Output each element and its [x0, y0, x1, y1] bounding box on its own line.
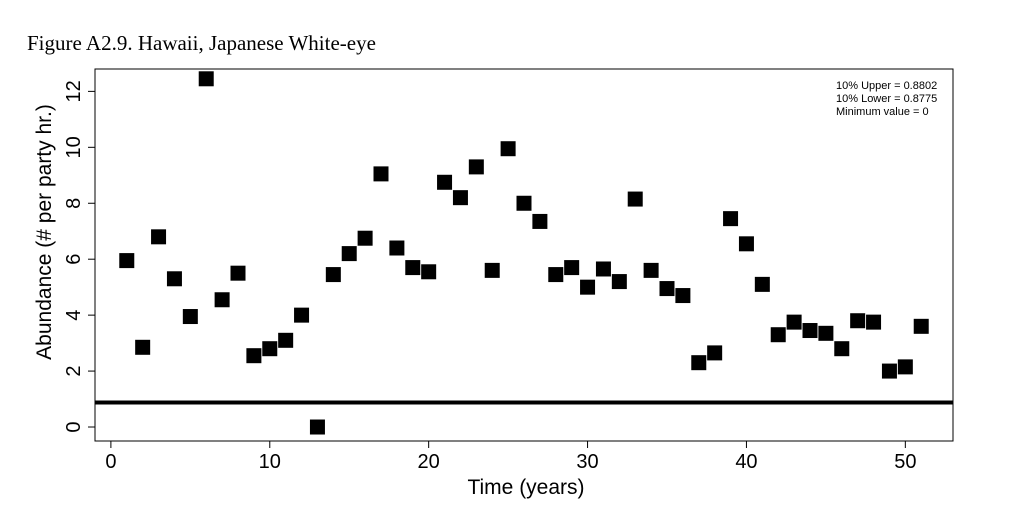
data-point [595, 261, 611, 277]
data-point [278, 332, 294, 348]
data-point [214, 292, 230, 308]
data-point [802, 323, 818, 339]
data-point [405, 260, 421, 276]
legend-line: 10% Upper = 0.8802 [836, 80, 937, 92]
y-tick-label: 2 [63, 366, 85, 377]
data-point [627, 191, 643, 207]
data-point [516, 195, 532, 211]
y-tick-label: 12 [63, 80, 85, 102]
data-point [643, 262, 659, 278]
data-point [341, 246, 357, 262]
data-point [421, 264, 437, 280]
x-tick-label: 10 [259, 451, 281, 473]
x-axis: 0 10 20 30 40 50 [105, 441, 916, 473]
legend-line: Minimum value = 0 [836, 106, 929, 118]
x-tick-label: 0 [105, 451, 116, 473]
data-point [723, 211, 739, 227]
data-point [738, 236, 754, 252]
data-point [452, 190, 468, 206]
y-tick-label: 10 [63, 136, 85, 158]
y-axis: 0 2 4 6 8 10 12 [63, 80, 95, 433]
data-point [834, 341, 850, 357]
data-point [580, 279, 596, 295]
data-point [230, 265, 246, 281]
data-point [246, 348, 262, 364]
data-point [373, 166, 389, 182]
data-points [119, 71, 929, 435]
data-point [182, 309, 198, 325]
data-point [119, 253, 135, 269]
data-point [135, 339, 151, 355]
data-point [294, 307, 310, 323]
plot-frame [94, 68, 954, 442]
data-point [866, 314, 882, 330]
data-point [754, 276, 770, 292]
data-point [389, 240, 405, 256]
y-tick-label: 8 [63, 198, 85, 209]
y-tick-label: 6 [63, 254, 85, 265]
data-point [611, 274, 627, 290]
data-point [707, 345, 723, 361]
x-tick-label: 50 [894, 451, 916, 473]
data-point [850, 313, 866, 329]
data-point [897, 359, 913, 375]
data-point [691, 355, 707, 371]
data-point [484, 262, 500, 278]
data-point [913, 318, 929, 334]
data-point [675, 288, 691, 304]
data-point [151, 229, 167, 245]
data-point [262, 341, 278, 357]
data-point [786, 314, 802, 330]
x-tick-label: 40 [735, 451, 757, 473]
data-point [309, 419, 325, 435]
data-point [818, 325, 834, 341]
x-tick-label: 30 [576, 451, 598, 473]
figure-title: Figure A2.9. Hawaii, Japanese White-eye [27, 31, 376, 55]
legend-line: 10% Lower = 0.8775 [836, 93, 937, 105]
data-point [548, 267, 564, 283]
data-point [437, 174, 453, 190]
data-point [564, 260, 580, 276]
data-point [357, 230, 373, 246]
data-point [166, 271, 182, 287]
x-axis-label: Time (years) [467, 476, 584, 499]
y-tick-label: 4 [63, 310, 85, 321]
data-point [325, 267, 341, 283]
y-tick-label: 0 [63, 421, 85, 432]
y-axis-label: Abundance (# per party hr.) [33, 104, 56, 360]
data-point [500, 141, 516, 157]
data-point [532, 213, 548, 229]
data-point [770, 327, 786, 343]
data-point [198, 71, 214, 87]
data-point [468, 159, 484, 175]
data-point [659, 281, 675, 297]
x-tick-label: 20 [418, 451, 440, 473]
data-point [881, 363, 897, 379]
